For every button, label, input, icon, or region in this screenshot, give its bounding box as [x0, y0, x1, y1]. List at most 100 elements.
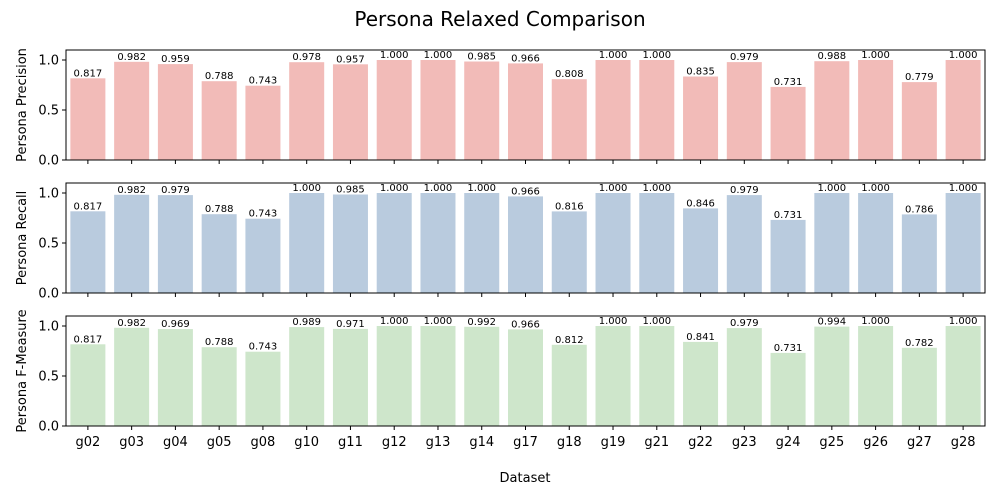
y-tick-label: 0.0 [38, 154, 59, 169]
data-label: 0.846 [686, 198, 715, 209]
bar [464, 326, 500, 426]
x-tick-label: g10 [294, 435, 319, 450]
data-label: 1.000 [949, 183, 978, 194]
data-label: 1.000 [599, 316, 628, 327]
bar [464, 61, 500, 160]
y-tick-label: 0.0 [38, 420, 59, 435]
data-label: 1.000 [467, 183, 496, 194]
x-axis-label: Dataset [500, 471, 551, 486]
data-label: 1.000 [949, 316, 978, 327]
data-label: 0.966 [511, 53, 540, 64]
bar [726, 328, 762, 426]
bar [639, 193, 675, 293]
data-label: 0.966 [511, 319, 540, 330]
bar [901, 82, 937, 160]
bar [201, 81, 237, 160]
y-tick-label: 1.0 [38, 187, 59, 202]
chart-title: Persona Relaxed Comparison [354, 7, 645, 31]
y-tick-label: 0.5 [38, 237, 59, 252]
data-label: 0.816 [555, 201, 584, 212]
data-label: 0.812 [555, 335, 584, 346]
bar [507, 196, 544, 293]
x-tick-label: g14 [469, 435, 494, 450]
bar [201, 347, 237, 426]
data-label: 0.971 [336, 319, 365, 330]
data-label: 0.994 [818, 317, 847, 328]
data-label: 0.786 [905, 204, 934, 215]
bar [595, 326, 631, 426]
data-label: 1.000 [861, 316, 890, 327]
bar [201, 214, 237, 293]
data-label: 0.957 [336, 54, 365, 65]
y-tick-label: 1.0 [38, 320, 59, 335]
data-label: 1.000 [818, 183, 847, 194]
bar [551, 344, 587, 426]
data-label: 0.731 [774, 343, 803, 354]
bar [114, 194, 150, 293]
data-label: 1.000 [861, 50, 890, 61]
data-label: 1.000 [424, 183, 453, 194]
bar [245, 218, 281, 293]
x-tick-label: g25 [819, 435, 844, 450]
data-label: 0.743 [249, 209, 278, 220]
x-tick-label: g21 [644, 435, 669, 450]
bar [639, 326, 675, 426]
data-label: 0.841 [686, 332, 715, 343]
data-label: 1.000 [599, 183, 628, 194]
x-tick-label: g11 [338, 435, 363, 450]
bar [70, 344, 106, 426]
bar [114, 61, 150, 160]
x-tick-label: g23 [732, 435, 757, 450]
bar [507, 63, 544, 160]
data-label: 0.966 [511, 186, 540, 197]
data-label: 0.817 [74, 68, 103, 79]
data-label: 0.835 [686, 67, 715, 78]
bar [945, 60, 981, 160]
data-label: 1.000 [861, 183, 890, 194]
data-label: 1.000 [424, 50, 453, 61]
x-tick-label: g05 [207, 435, 232, 450]
data-label: 1.000 [380, 50, 409, 61]
x-tick-label: g18 [557, 435, 582, 450]
bar [157, 195, 193, 293]
bar [770, 86, 806, 160]
bar [858, 326, 894, 426]
data-label: 1.000 [292, 183, 321, 194]
bar [945, 193, 981, 293]
data-label: 0.979 [730, 52, 759, 63]
x-tick-label: g22 [688, 435, 713, 450]
data-label: 0.989 [292, 317, 321, 328]
data-label: 0.731 [774, 77, 803, 88]
data-label: 1.000 [642, 316, 671, 327]
data-label: 1.000 [424, 316, 453, 327]
bar [814, 326, 850, 426]
data-label: 1.000 [642, 50, 671, 61]
bar [858, 60, 894, 160]
x-tick-label: g13 [426, 435, 451, 450]
data-label: 1.000 [599, 50, 628, 61]
bar [683, 208, 719, 293]
data-label: 0.731 [774, 210, 803, 221]
bar [551, 211, 587, 293]
bar [420, 193, 456, 293]
chart-panels: 0.817 0.982 0.959 0.788 0.743 0.978 0.957 1.000… [15, 48, 986, 450]
data-label: 0.782 [905, 338, 934, 349]
bar [770, 352, 806, 426]
data-label: 1.000 [380, 316, 409, 327]
bar [726, 62, 762, 160]
bar [770, 219, 806, 293]
bar [157, 64, 193, 160]
bar [289, 193, 325, 293]
data-label: 0.979 [161, 185, 190, 196]
bar [332, 194, 368, 293]
bar [683, 76, 719, 160]
bar [376, 60, 412, 160]
bar [332, 328, 368, 426]
x-tick-label: g12 [382, 435, 407, 450]
bar [595, 193, 631, 293]
data-label: 0.788 [205, 337, 234, 348]
bar [595, 60, 631, 160]
data-label: 0.808 [555, 69, 584, 80]
bar [814, 193, 850, 293]
